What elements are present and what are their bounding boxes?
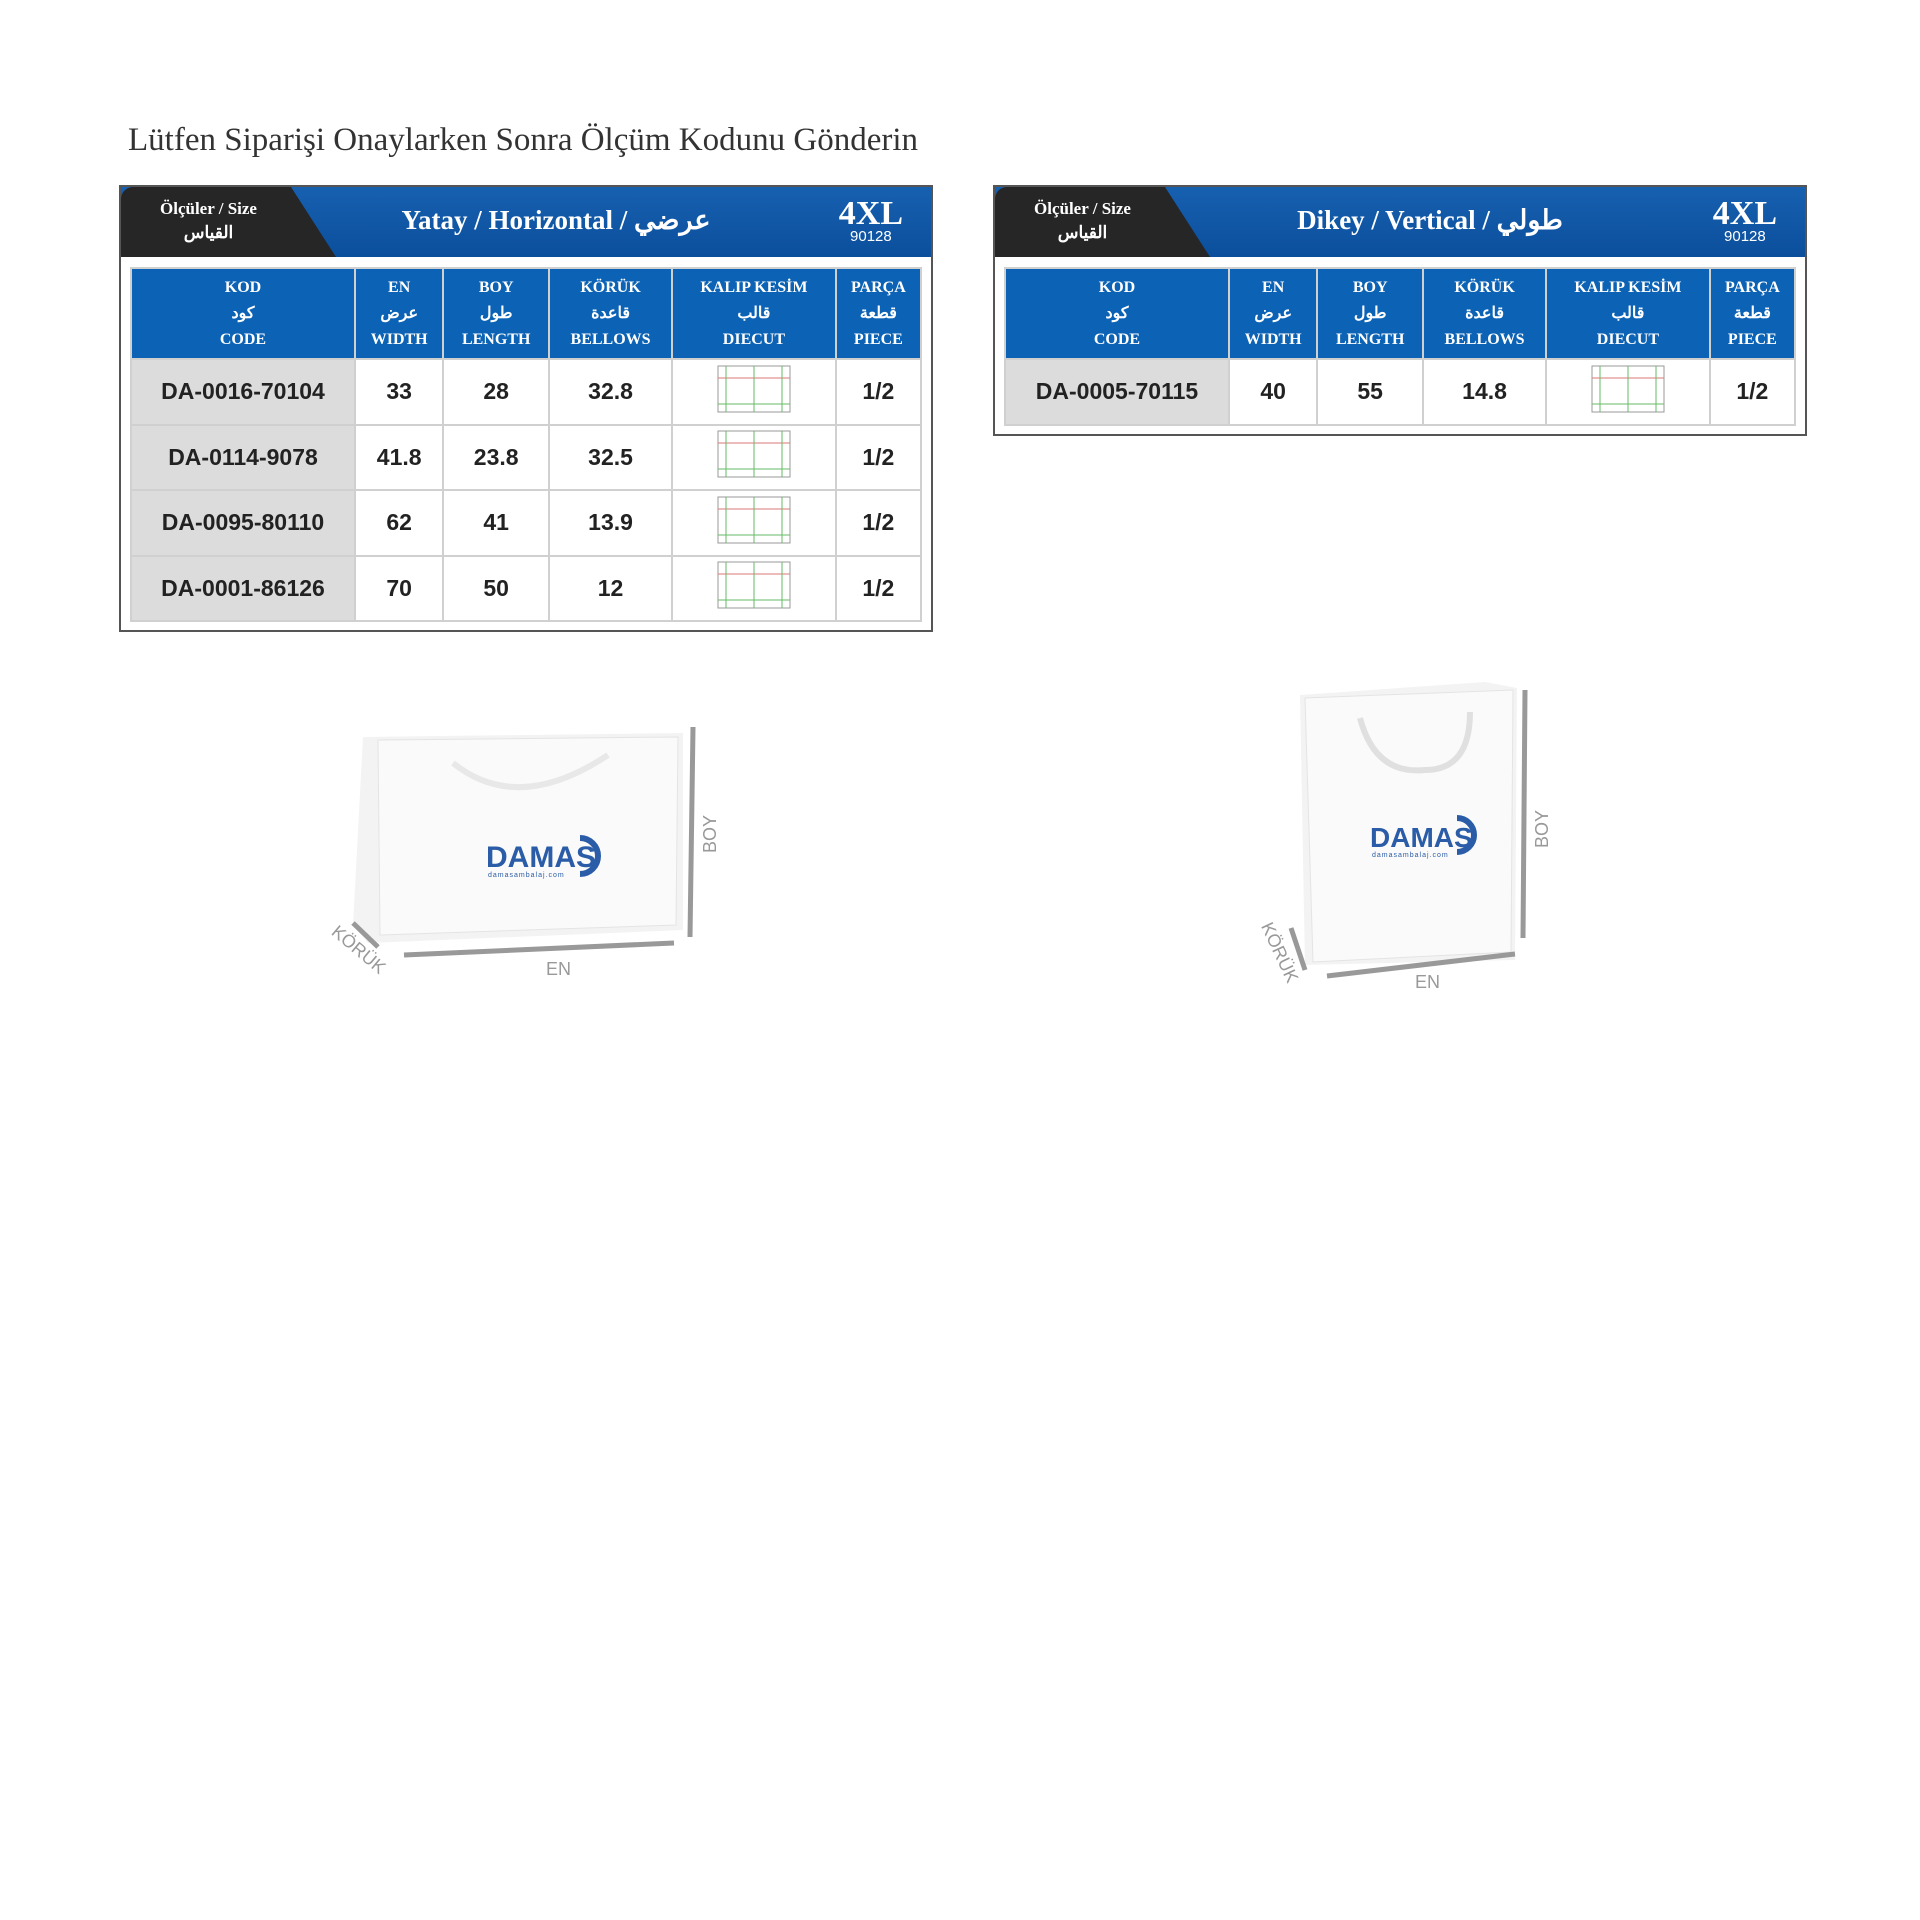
piece-cell: 1/2 xyxy=(834,489,923,557)
orientation-title: Yatay / Horizontal / عرضي xyxy=(401,205,711,235)
length-cell: 41 xyxy=(442,489,551,557)
diecut-icon xyxy=(717,561,791,609)
size-label: Ölçüler / Size القياس xyxy=(995,187,1210,257)
horizontal-size-table: Ölçüler / Size القياس Yatay / Horizontal … xyxy=(119,185,933,632)
piece-cell: 1/2 xyxy=(834,554,923,622)
width-cell: 70 xyxy=(353,554,445,622)
diecut-icon xyxy=(717,496,791,544)
vertical-bag-image: DAMAS damasambalaj.com BOY EN KÖRÜK xyxy=(1257,682,1552,992)
diecut-icon xyxy=(717,365,791,413)
diecut-cell xyxy=(1545,358,1711,426)
size-table: KOD كود CODE EN عرض WIDTH BOY طول LENGTH KÖRÜK قاع… xyxy=(130,267,923,622)
orientation-title: Dikey / Vertical / طولي xyxy=(1297,205,1563,235)
en-label: EN xyxy=(546,959,571,979)
width-cell: 62 xyxy=(353,489,445,557)
column-header: EN عرض WIDTH xyxy=(1227,267,1319,360)
piece-cell: 1/2 xyxy=(834,358,923,426)
boy-label: BOY xyxy=(700,815,720,853)
column-header: BOY طول LENGTH xyxy=(1316,267,1425,360)
bellows-cell: 13.9 xyxy=(548,489,674,557)
koruk-label: KÖRÜK xyxy=(1257,919,1302,985)
diecut-cell xyxy=(671,423,837,491)
table-row: DA-0016-70104 33 28 32.8 1/2 xyxy=(130,358,923,426)
size-label: Ölçüler / Size القياس xyxy=(121,187,336,257)
code-cell: DA-0095-80110 xyxy=(130,489,356,557)
bellows-cell: 32.5 xyxy=(548,423,674,491)
bellows-cell: 32.8 xyxy=(548,358,674,426)
diecut-cell xyxy=(671,358,837,426)
diecut-icon xyxy=(1591,365,1665,413)
column-header: KOD كود CODE xyxy=(1004,267,1230,360)
bellows-cell: 14.8 xyxy=(1422,358,1548,426)
code-cell: DA-0005-70115 xyxy=(1004,358,1230,426)
length-cell: 23.8 xyxy=(442,423,551,491)
table-row: DA-0005-70115 40 55 14.8 1/2 xyxy=(1004,358,1797,426)
bellows-cell: 12 xyxy=(548,554,674,622)
en-label: EN xyxy=(1415,972,1440,992)
table-row: DA-0095-80110 62 41 13.9 1/2 xyxy=(130,489,923,557)
table-row: DA-0001-86126 70 50 12 1/2 xyxy=(130,554,923,622)
piece-cell: 1/2 xyxy=(834,423,923,491)
table-banner: Ölçüler / Size القياس Dikey / Vertical / … xyxy=(995,187,1805,257)
brand-site: damasambalaj.com xyxy=(488,872,565,879)
diecut-icon xyxy=(717,430,791,478)
length-cell: 50 xyxy=(442,554,551,622)
boy-label: BOY xyxy=(1532,810,1552,848)
length-cell: 55 xyxy=(1316,358,1425,426)
horizontal-bag-image: DAMAS damasambalaj.com BOY EN KÖRÜK xyxy=(328,726,720,979)
column-header: KÖRÜK قاعدة BELLOWS xyxy=(548,267,674,360)
size-badge: 4XL 90128 xyxy=(1712,195,1777,245)
brand-logo: DAMAS xyxy=(1370,822,1473,853)
size-table: KOD كود CODE EN عرض WIDTH BOY طول LENGTH KÖRÜK قاع… xyxy=(1004,267,1797,426)
code-cell: DA-0016-70104 xyxy=(130,358,356,426)
size-badge: 4XL 90128 xyxy=(838,195,903,245)
code-cell: DA-0001-86126 xyxy=(130,554,356,622)
piece-cell: 1/2 xyxy=(1708,358,1797,426)
vertical-size-table: Ölçüler / Size القياس Dikey / Vertical / … xyxy=(993,185,1807,436)
brand-site: damasambalaj.com xyxy=(1372,852,1449,859)
page-title: Lütfen Siparişi Onaylarken Sonra Ölçüm K… xyxy=(128,122,919,158)
column-header: KALIP KESİM قالب DIECUT xyxy=(671,267,837,360)
column-header: PARÇA قطعة PIECE xyxy=(1708,267,1797,360)
brand-logo: DAMAS xyxy=(486,841,596,874)
column-header: PARÇA قطعة PIECE xyxy=(834,267,923,360)
diecut-cell xyxy=(671,489,837,557)
table-banner: Ölçüler / Size القياس Yatay / Horizontal … xyxy=(121,187,931,257)
column-header: KALIP KESİM قالب DIECUT xyxy=(1545,267,1711,360)
column-header: KOD كود CODE xyxy=(130,267,356,360)
table-row: DA-0114-9078 41.8 23.8 32.5 1/2 xyxy=(130,423,923,491)
column-header: KÖRÜK قاعدة BELLOWS xyxy=(1422,267,1548,360)
diecut-cell xyxy=(671,554,837,622)
code-cell: DA-0114-9078 xyxy=(130,423,356,491)
length-cell: 28 xyxy=(442,358,551,426)
column-header: EN عرض WIDTH xyxy=(353,267,445,360)
width-cell: 40 xyxy=(1227,358,1319,426)
width-cell: 41.8 xyxy=(353,423,445,491)
column-header: BOY طول LENGTH xyxy=(442,267,551,360)
width-cell: 33 xyxy=(353,358,445,426)
